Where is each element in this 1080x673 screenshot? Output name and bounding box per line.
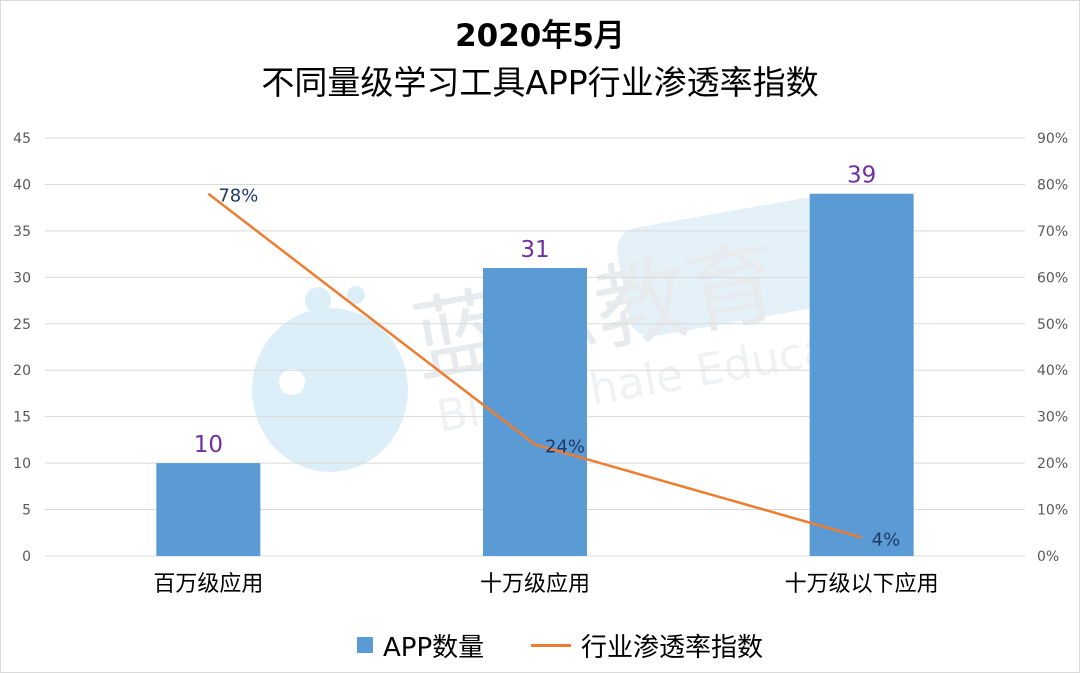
watermark-drop-3 — [331, 311, 345, 325]
y2-tick-label: 50% — [1037, 317, 1068, 333]
y-tick-label: 0 — [22, 549, 31, 565]
legend-line-swatch — [531, 643, 571, 647]
legend-item-line: 行业渗透率指数 — [531, 628, 764, 663]
legend-line-label: 行业渗透率指数 — [581, 632, 764, 663]
y2-tick-label: 90% — [1037, 131, 1068, 147]
legend-bar-label: APP数量 — [383, 632, 485, 663]
watermark-drop-1 — [305, 287, 331, 313]
watermark-whale-body — [252, 308, 408, 472]
y2-tick-label: 10% — [1037, 503, 1068, 519]
watermark-whale-eye — [279, 369, 305, 395]
legend-item-bar: APP数量 — [357, 628, 485, 663]
y-tick-label: 45 — [13, 131, 31, 147]
watermark-badge — [617, 197, 841, 337]
line-data-label: 24% — [545, 437, 585, 458]
y2-tick-label: 80% — [1037, 177, 1068, 193]
y2-tick-label: 60% — [1037, 270, 1068, 286]
y-tick-label: 25 — [13, 317, 31, 333]
y-tick-label: 40 — [13, 177, 31, 193]
y-tick-label: 10 — [13, 456, 31, 472]
y-tick-label: 35 — [13, 224, 31, 240]
chart-subtitle: 不同量级学习工具APP行业渗透率指数 — [261, 63, 819, 102]
y-tick-label: 20 — [13, 363, 31, 379]
line-data-label: 4% — [872, 529, 901, 550]
y2-tick-label: 70% — [1037, 224, 1068, 240]
line-data-label: 78% — [218, 186, 258, 207]
bar — [483, 268, 587, 556]
watermark-drop-2 — [347, 286, 365, 304]
y2-tick-label: 20% — [1037, 456, 1068, 472]
line-series-path — [207, 192, 863, 539]
bar-data-label: 39 — [847, 163, 876, 189]
bar-data-label: 10 — [194, 432, 223, 458]
y-tick-label: 5 — [22, 503, 31, 519]
x-tick-label: 十万级应用 — [480, 572, 590, 597]
bar-data-label: 31 — [520, 237, 549, 263]
y-tick-label: 30 — [13, 270, 31, 286]
y2-tick-label: 40% — [1037, 363, 1068, 379]
bar — [156, 463, 261, 556]
x-tick-label: 十万级以下应用 — [785, 572, 939, 597]
y-tick-label: 15 — [13, 410, 31, 426]
y2-tick-label: 30% — [1037, 410, 1068, 426]
chart-title: 2020年5月 — [455, 18, 625, 54]
x-tick-label: 百万级应用 — [153, 572, 263, 597]
legend-bar-swatch — [357, 637, 373, 653]
y2-tick-label: 0% — [1037, 549, 1059, 565]
bar — [809, 193, 914, 556]
